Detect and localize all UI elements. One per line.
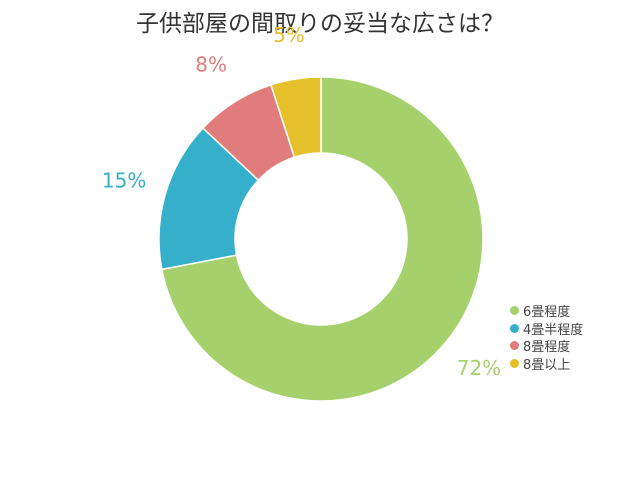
chart-title: 子供部屋の間取りの妥当な広さは？ [136,11,504,37]
legend-item-8jo-ijo[interactable]: 8畳以上 [510,355,583,373]
chart-legend: 6畳程度 4畳半程度 8畳程度 8畳以上 [510,302,583,373]
slice-data-label: 8% [195,52,227,76]
legend-marker-icon [510,323,519,333]
legend-marker-icon [510,358,519,368]
slice-data-label: 72% [457,356,501,380]
legend-item-4jo-han[interactable]: 4畳半程度 [510,320,583,338]
donut-slice-4[interactable] [269,76,322,159]
slice-data-label: 15% [102,168,146,192]
legend-marker-icon [510,306,519,316]
legend-label: 6畳程度 [523,305,571,321]
slice-data-label: 5% [273,23,305,47]
legend-marker-icon [510,341,519,351]
legend-label: 8畳以上 [523,357,571,373]
legend-item-6jo[interactable]: 6畳程度 [510,302,583,320]
legend-label: 8畳程度 [523,340,571,356]
legend-label: 4畳半程度 [523,322,584,338]
legend-item-8jo[interactable]: 8畳程度 [510,337,583,355]
donut-slice-1[interactable] [160,76,484,402]
